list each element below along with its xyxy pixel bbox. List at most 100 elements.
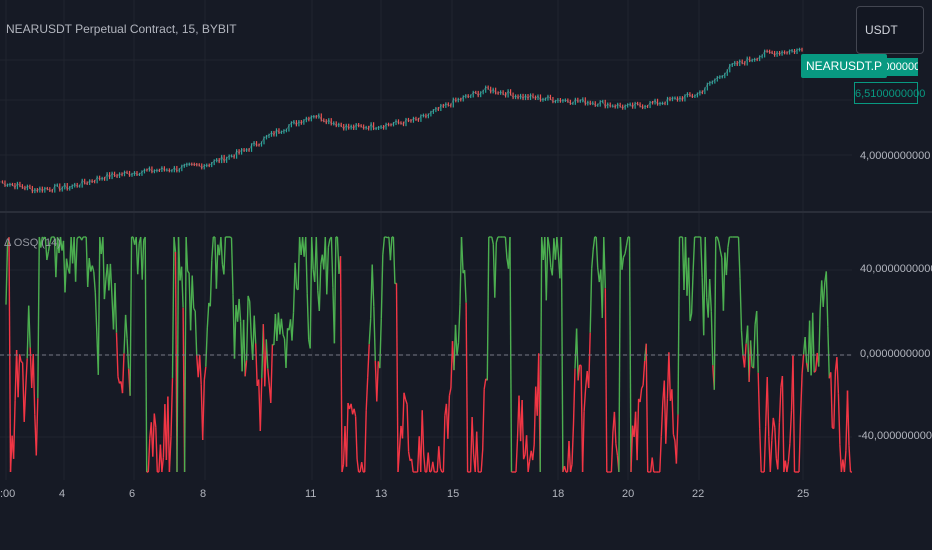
oscillator-segment — [124, 314, 128, 339]
oscillator-segment — [326, 247, 330, 295]
oscillator-segment — [109, 263, 113, 296]
oscillator-segment — [642, 360, 646, 386]
oscillator-segment — [595, 236, 599, 268]
oscillator-segment — [690, 271, 694, 314]
oscillator-segment — [315, 236, 319, 291]
oscillator-segment — [155, 427, 158, 473]
oscillator-segment — [171, 236, 175, 379]
oscillator-segment — [486, 236, 490, 381]
oscillator-segment — [491, 236, 494, 245]
oscillator-segment — [532, 444, 535, 461]
oscillator-segment — [668, 352, 672, 401]
oscillator-segment — [46, 251, 50, 261]
oscillator-segment — [613, 411, 617, 444]
oscillator-segment — [725, 247, 729, 276]
oscillator-segment — [630, 425, 634, 473]
oscillator-segment — [114, 282, 118, 333]
oscillator-segment — [709, 278, 712, 312]
oscillator-segment — [76, 236, 80, 239]
price-line — [0, 48, 803, 193]
price-axis-label-4: 4,0000000000 — [860, 150, 931, 162]
oscillator-segment — [397, 449, 401, 473]
oscillator-segment — [427, 452, 431, 473]
oscillator-segment — [253, 315, 257, 344]
oscillator-segment — [398, 425, 402, 450]
oscillator-segment — [583, 388, 587, 412]
oscillator-segment — [65, 258, 69, 269]
oscillator-segment — [482, 389, 485, 450]
oscillator-segment — [49, 236, 53, 243]
oscillator-segment — [798, 417, 802, 473]
oscillator-segment — [639, 388, 643, 403]
oscillator-segment — [671, 389, 675, 435]
oscillator-segment — [781, 375, 785, 473]
time-tick: 25 — [797, 488, 810, 500]
oscillator-segment — [199, 354, 202, 385]
oscillator-segment — [423, 453, 426, 473]
oscillator-segment — [229, 236, 232, 239]
oscillator-segment — [215, 244, 219, 289]
oscillator-segment — [167, 396, 171, 473]
symbol-title[interactable]: NEARUSDT Perpetual Contract, 15, BYBIT — [6, 22, 237, 36]
oscillator-segment — [23, 388, 27, 422]
oscillator-segment — [615, 443, 619, 456]
oscillator-segment — [173, 236, 177, 253]
oscillator-segment — [389, 236, 393, 261]
oscillator-segment — [483, 378, 487, 390]
oscillator-segment — [367, 344, 370, 378]
oscillator-segment — [238, 298, 242, 322]
oscillator-segment — [837, 393, 841, 445]
indicator-title[interactable]: Δ OSQ (14) — [4, 237, 61, 249]
oscillator-segment — [713, 236, 717, 390]
oscillator-segment — [571, 423, 575, 465]
oscillator-segment — [825, 271, 829, 327]
oscillator-segment — [786, 461, 790, 473]
oscillator-segment — [12, 400, 16, 459]
oscillator-segment — [117, 376, 121, 384]
oscillator-segment — [368, 318, 372, 345]
oscillator-segment — [759, 428, 762, 473]
oscillator-segment — [624, 245, 628, 255]
current-price-label: 6,5100000000 — [854, 82, 925, 104]
oscillator-segment — [812, 312, 815, 373]
oscillator-segment — [333, 236, 337, 344]
oscillator-segment — [37, 236, 40, 399]
oscillator-segment — [407, 451, 411, 461]
oscillator-segment — [32, 353, 36, 415]
oscillator-segment — [700, 236, 703, 278]
oscillator-segment — [521, 399, 525, 460]
osc-axis-label-0: 0,0000000000 — [860, 348, 931, 360]
oscillator-segment — [756, 310, 759, 373]
oscillator-segment — [836, 357, 840, 394]
oscillator-segment — [373, 306, 376, 361]
oscillator-segment — [739, 278, 743, 331]
oscillator-segment — [645, 343, 649, 473]
oscillator-segment — [330, 236, 334, 288]
oscillator-segment — [376, 361, 379, 402]
oscillator-segment — [818, 309, 821, 367]
oscillator-segment — [604, 288, 608, 473]
oscillator-segment — [55, 236, 59, 278]
oscillator-segment — [28, 305, 31, 348]
oscillator-segment — [456, 342, 460, 356]
oscillator-segment — [193, 308, 196, 312]
oscillator-segment — [494, 242, 497, 298]
oscillator-segment — [203, 366, 207, 380]
time-tick: 22 — [692, 488, 705, 500]
oscillator-segment — [403, 392, 407, 400]
oscillator-segment — [548, 246, 552, 268]
oscillator-segment — [94, 292, 98, 333]
oscillator-segment — [97, 236, 101, 375]
oscillator-segment — [439, 468, 443, 473]
oscillator-segment — [382, 236, 386, 255]
oscillator-segment — [822, 282, 826, 307]
currency-selector[interactable]: USDT — [856, 6, 924, 54]
oscillator-segment — [129, 236, 133, 396]
oscillator-segment — [763, 426, 767, 473]
oscillator-segment — [515, 438, 519, 473]
time-tick: 11 — [305, 488, 317, 500]
oscillator-segment — [365, 377, 369, 411]
oscillator-segment — [339, 256, 343, 473]
oscillator-segment — [766, 376, 770, 437]
